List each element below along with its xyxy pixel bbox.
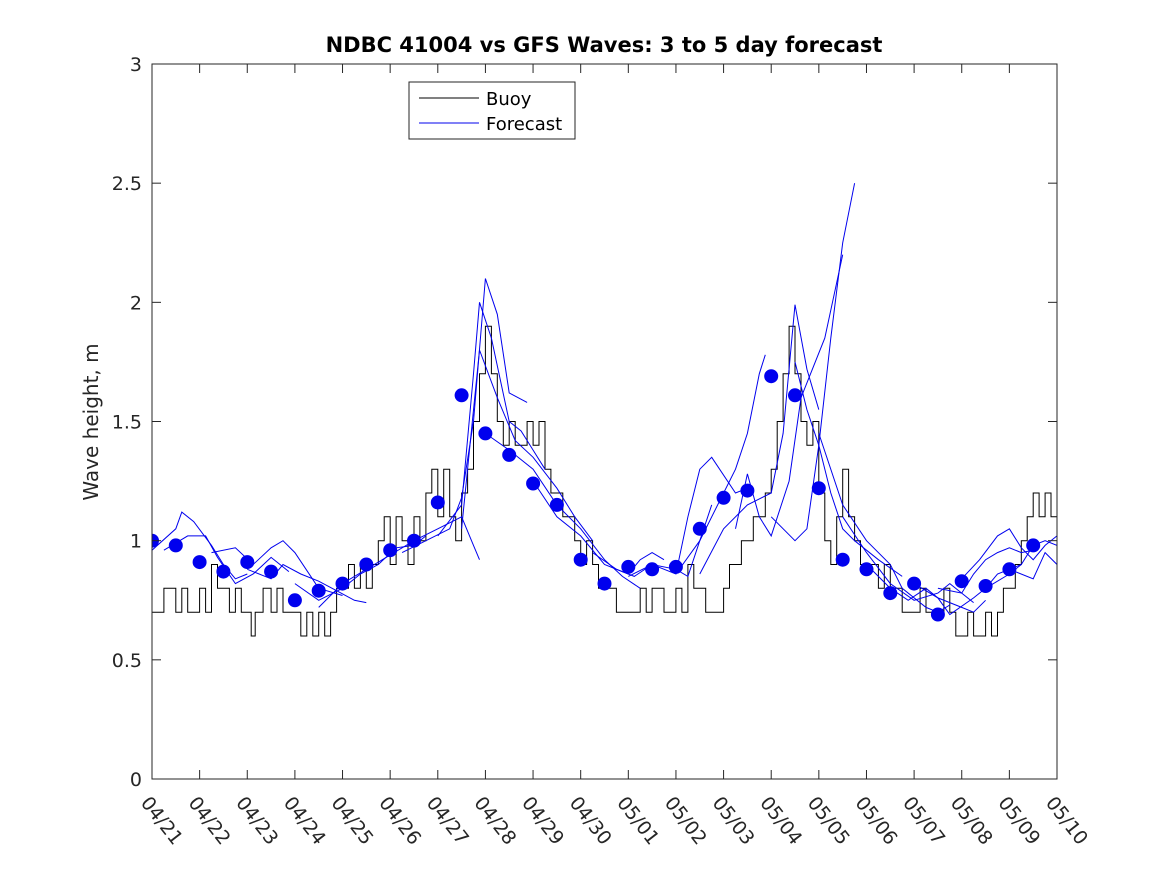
forecast-run-line (628, 456, 748, 577)
forecast-point (407, 533, 421, 548)
forecast-point (1002, 562, 1017, 577)
forecast-run-line (437, 302, 546, 537)
x-tick-label: 05/01 (612, 793, 663, 850)
forecast-point (668, 559, 683, 574)
x-tick-label: 05/04 (755, 793, 806, 850)
axes-frame (151, 63, 1058, 780)
forecast-point (621, 559, 636, 574)
x-tick-label: 04/22 (184, 793, 235, 850)
forecast-run-line (937, 547, 1034, 594)
x-tick-label: 04/21 (136, 793, 187, 850)
forecast-point (311, 583, 326, 598)
forecast-point (454, 388, 469, 403)
forecast-point (549, 497, 564, 512)
y-tick-label: 1.5 (112, 412, 142, 434)
y-tick-label: 0.5 (112, 650, 142, 672)
forecast-point (240, 555, 255, 570)
forecast-point (502, 447, 517, 462)
forecast-point (168, 538, 183, 553)
chart-title: NDBC 41004 vs GFS Waves: 3 to 5 day fore… (326, 33, 883, 57)
x-tick-label: 04/24 (279, 793, 330, 850)
forecast-point (526, 476, 541, 491)
forecast-point (811, 481, 826, 496)
forecast-run-line (699, 304, 820, 575)
x-tick-label: 04/29 (517, 793, 568, 850)
x-tick-label: 05/06 (851, 793, 902, 850)
forecast-point (788, 388, 802, 403)
x-tick-label: 04/25 (327, 793, 378, 850)
forecast-run-line (735, 254, 844, 538)
x-tick-label: 04/27 (422, 793, 473, 850)
plot-series-group (152, 183, 1057, 637)
forecast-point (907, 576, 922, 591)
forecast-point (597, 576, 612, 591)
y-tick-label: 2 (130, 292, 142, 314)
forecast-point (764, 369, 779, 384)
x-tick-label: 05/10 (1041, 793, 1092, 850)
y-tick-label: 0 (130, 769, 142, 791)
legend-label: Forecast (486, 114, 562, 135)
forecast-point (978, 579, 993, 593)
forecast-run-line (532, 480, 665, 575)
forecast-point (192, 555, 207, 570)
forecast-point (216, 564, 231, 579)
x-tick-label: 04/30 (565, 793, 616, 850)
forecast-point (740, 483, 755, 498)
x-tick-label: 05/08 (946, 793, 997, 850)
x-tick-label: 05/03 (708, 793, 759, 850)
forecast-point (478, 426, 493, 441)
forecast-point (573, 552, 588, 567)
forecast-point (930, 607, 945, 622)
forecast-run-line (794, 361, 903, 577)
x-tick-label: 04/28 (469, 793, 520, 850)
forecast-run-line (592, 504, 713, 578)
forecast-point (359, 557, 374, 572)
forecast-point (430, 495, 445, 510)
y-axis-label: Wave height, m (79, 343, 103, 500)
forecast-point (954, 574, 969, 589)
x-tick-label: 05/02 (660, 793, 711, 850)
y-tick-label: 3 (130, 54, 142, 76)
forecast-point (335, 576, 350, 591)
x-tick-label: 04/23 (231, 793, 282, 850)
forecast-point (716, 490, 731, 505)
axes: 00.511.522.5304/2104/2204/2304/2404/2504… (112, 54, 1092, 849)
x-tick-label: 04/26 (374, 793, 425, 850)
forecast-point (383, 543, 398, 558)
forecast-point (287, 593, 302, 608)
forecast-point (859, 562, 874, 577)
forecast-run-line (401, 278, 528, 554)
legend: Buoy Forecast (408, 81, 576, 140)
forecast-run-line (675, 354, 766, 575)
forecast-run-line (1009, 551, 1057, 580)
forecast-point (645, 562, 660, 577)
forecast-point (692, 521, 707, 536)
forecast-point (835, 552, 850, 567)
y-tick-label: 2.5 (112, 173, 142, 195)
forecast-run-line (211, 540, 343, 596)
x-tick-label: 05/09 (993, 793, 1044, 850)
forecast-point (883, 586, 898, 601)
y-tick-label: 1 (130, 531, 142, 553)
forecast-run-line (461, 349, 594, 541)
forecast-run-line (152, 511, 248, 580)
x-tick-label: 05/05 (803, 793, 854, 850)
forecast-run-line (985, 540, 1057, 589)
legend-label: Buoy (486, 89, 532, 110)
forecast-point (264, 564, 279, 579)
x-tick-label: 05/07 (898, 793, 949, 850)
plot-area (152, 183, 1057, 637)
forecast-point (1026, 538, 1041, 553)
legend-box (408, 81, 576, 140)
forecast-run-line (961, 528, 1057, 580)
forecast-run-line (842, 516, 974, 603)
